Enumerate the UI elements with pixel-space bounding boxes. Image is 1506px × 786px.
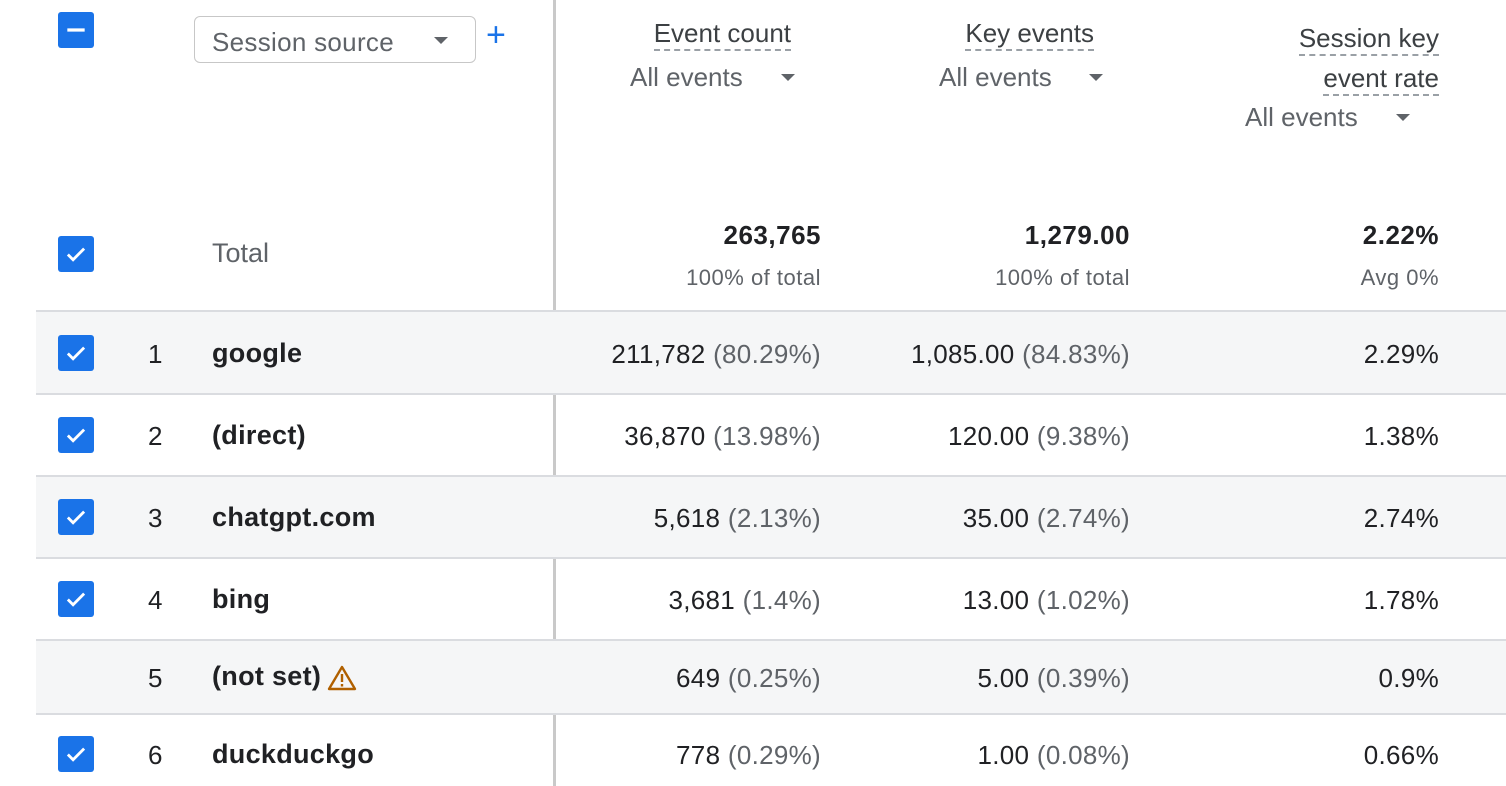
row-event-count: 5,618 (2.13%): [653, 503, 821, 533]
key-events-filter[interactable]: All events: [939, 62, 1052, 92]
checked-checkbox-icon: [66, 247, 86, 262]
row-checkbox[interactable]: [58, 581, 94, 617]
table-row[interactable]: 3 chatgpt.com 5,618 (2.13%) 35.00 (2.74%…: [36, 475, 1506, 557]
checked-checkbox-icon: [66, 510, 86, 525]
event-count-header[interactable]: Event count: [653, 18, 791, 51]
row-event-count: 778 (0.29%): [676, 740, 821, 770]
row-rate: 1.78%: [1363, 585, 1439, 615]
row-key-events: 5.00 (0.39%): [977, 663, 1130, 693]
table-row[interactable]: 4 bing 3,681 (1.4%) 13.00 (1.02%) 1.78%: [36, 557, 1506, 639]
row-rate: 1.38%: [1363, 421, 1439, 451]
caret-down-icon[interactable]: [1089, 74, 1103, 81]
row-checkbox[interactable]: [58, 335, 94, 371]
total-event-count-sub: 100% of total: [686, 265, 821, 290]
event-count-filter[interactable]: All events: [630, 62, 743, 92]
warning-triangle-icon[interactable]: [327, 665, 357, 691]
row-key-events: 13.00 (1.02%): [962, 585, 1130, 615]
row-key-events: 1.00 (0.08%): [977, 740, 1130, 770]
row-source[interactable]: bing: [212, 584, 271, 614]
row-source[interactable]: (direct): [212, 420, 306, 450]
row-rate: 0.9%: [1378, 663, 1439, 693]
row-rank: 5: [148, 663, 163, 693]
row-checkbox[interactable]: [58, 417, 94, 453]
caret-down-icon[interactable]: [1396, 114, 1410, 121]
row-checkbox[interactable]: [58, 499, 94, 535]
row-source[interactable]: google: [212, 338, 303, 368]
row-rank: 1: [148, 339, 163, 369]
key-events-header[interactable]: Key events: [965, 18, 1094, 51]
checked-checkbox-icon: [66, 747, 86, 762]
table-row[interactable]: 1 google 211,782 (80.29%) 1,085.00 (84.8…: [36, 310, 1506, 393]
select-all-checkbox[interactable]: [58, 12, 94, 48]
row-key-events: 35.00 (2.74%): [962, 503, 1130, 533]
row-event-count: 649 (0.25%): [676, 663, 821, 693]
row-rate: 2.74%: [1363, 503, 1439, 533]
row-key-events: 120.00 (9.38%): [948, 421, 1130, 451]
row-source[interactable]: duckduckgo: [212, 739, 375, 769]
checked-checkbox-icon: [66, 346, 86, 361]
row-event-count: 36,870 (13.98%): [624, 421, 821, 451]
row-rate: 2.29%: [1363, 339, 1439, 369]
total-rate: 2.22%: [1362, 220, 1439, 250]
session-key-event-rate-header[interactable]: Session key event rate: [1298, 18, 1439, 98]
row-rank: 3: [148, 503, 163, 533]
session-key-event-rate-filter[interactable]: All events: [1245, 102, 1358, 132]
row-event-count: 3,681 (1.4%): [668, 585, 821, 615]
caret-down-icon[interactable]: [781, 74, 795, 81]
total-event-count: 263,765: [723, 220, 821, 250]
row-rank: 2: [148, 421, 163, 451]
table-row[interactable]: 5 (not set) 649 (0.25%) 5.00 (0.39%) 0.9…: [36, 639, 1506, 713]
row-key-events: 1,085.00 (84.83%): [910, 339, 1130, 369]
table-row[interactable]: 6 duckduckgo 778 (0.29%) 1.00 (0.08%) 0.…: [36, 713, 1506, 786]
row-source[interactable]: (not set): [212, 661, 357, 692]
row-rate: 0.66%: [1363, 740, 1439, 770]
total-key-events-sub: 100% of total: [995, 265, 1130, 290]
session-source-dropdown[interactable]: Session source: [194, 16, 476, 63]
row-event-count: 211,782 (80.29%): [611, 339, 821, 369]
total-label: Total: [212, 238, 270, 268]
checked-checkbox-icon: [66, 592, 86, 607]
row-source[interactable]: chatgpt.com: [212, 502, 376, 532]
total-key-events: 1,279.00: [1024, 220, 1130, 250]
table-row[interactable]: 2 (direct) 36,870 (13.98%) 120.00 (9.38%…: [36, 393, 1506, 475]
indeterminate-checkbox-icon: [67, 28, 85, 32]
checked-checkbox-icon: [66, 428, 86, 443]
add-dimension-button[interactable]: +: [486, 16, 506, 54]
total-checkbox[interactable]: [58, 236, 94, 272]
row-checkbox[interactable]: [58, 736, 94, 772]
caret-down-icon: [434, 37, 448, 44]
row-rank: 4: [148, 585, 163, 615]
row-rank: 6: [148, 740, 163, 770]
total-rate-sub: Avg 0%: [1360, 265, 1439, 290]
session-source-label: Session source: [212, 27, 394, 57]
